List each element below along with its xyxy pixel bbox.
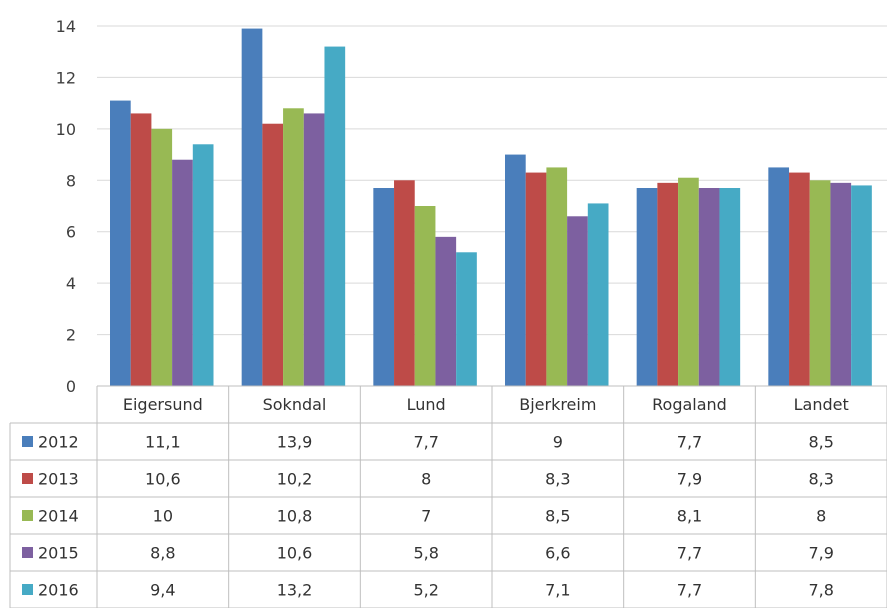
category-label: Eigersund bbox=[123, 395, 203, 414]
legend-label: 2012 bbox=[38, 433, 79, 452]
table-cell: 13,2 bbox=[277, 581, 313, 600]
table-cell: 10 bbox=[153, 507, 173, 526]
category-label: Sokndal bbox=[263, 395, 327, 414]
legend-key-2012 bbox=[22, 436, 33, 447]
table-cell: 7,1 bbox=[545, 581, 570, 600]
y-tick-label: 10 bbox=[56, 120, 76, 139]
bar-2016-bjerkreim bbox=[587, 203, 609, 386]
table-cell: 10,6 bbox=[145, 470, 181, 489]
table-cell: 5,8 bbox=[413, 544, 438, 563]
bar-2013-rogaland bbox=[657, 182, 679, 386]
table-cell: 7,7 bbox=[413, 433, 438, 452]
legend-key-2016 bbox=[22, 584, 33, 595]
y-tick-label: 6 bbox=[66, 223, 76, 242]
bar-2013-landet bbox=[789, 172, 810, 386]
table-cell: 8,3 bbox=[545, 470, 570, 489]
category-label: Bjerkreim bbox=[519, 395, 596, 414]
legend-key-2015 bbox=[22, 547, 33, 558]
bar-2012-lund bbox=[373, 188, 395, 386]
bar-2016-landet bbox=[851, 185, 872, 386]
table-cell: 7,7 bbox=[677, 433, 702, 452]
bar-2015-eigersund bbox=[172, 159, 193, 386]
table-cell: 7,7 bbox=[677, 544, 702, 563]
bar-2016-eigersund bbox=[192, 144, 214, 386]
table-cell: 9 bbox=[553, 433, 563, 452]
legend-label: 2014 bbox=[38, 507, 79, 526]
table-cell: 11,1 bbox=[145, 433, 181, 452]
bar-2013-lund bbox=[394, 180, 415, 386]
table-cell: 9,4 bbox=[150, 581, 175, 600]
table-cell: 5,2 bbox=[413, 581, 438, 600]
bar-2012-bjerkreim bbox=[505, 154, 526, 386]
bar-2015-rogaland bbox=[698, 188, 720, 386]
bar-2014-rogaland bbox=[678, 177, 699, 386]
bar-2014-eigersund bbox=[151, 128, 173, 386]
table-cell: 10,2 bbox=[277, 470, 313, 489]
bar-2014-landet bbox=[809, 180, 831, 386]
data-table: Eigersund Sokndal Lund Bjerkreim Rogaland Lan… bbox=[9, 385, 887, 608]
bar-2012-eigersund bbox=[110, 100, 131, 387]
category-label: Rogaland bbox=[652, 395, 727, 414]
bar-2012-sokndal bbox=[241, 28, 263, 386]
bar-2015-sokndal bbox=[303, 113, 325, 386]
legend-label: 2013 bbox=[38, 470, 79, 489]
bar-2013-bjerkreim bbox=[525, 172, 547, 386]
bar-2015-bjerkreim bbox=[567, 216, 588, 386]
legend-label: 2015 bbox=[38, 544, 79, 563]
table-cell: 7,7 bbox=[677, 581, 702, 600]
y-tick-label: 0 bbox=[66, 377, 76, 396]
table-cell: 8,5 bbox=[545, 507, 570, 526]
table-cell: 7,9 bbox=[808, 544, 833, 563]
bar-2016-sokndal bbox=[324, 46, 346, 386]
bars bbox=[110, 28, 872, 387]
bar-2016-lund bbox=[456, 252, 477, 386]
table-cell: 7,9 bbox=[677, 470, 702, 489]
table-cell: 8,1 bbox=[677, 507, 702, 526]
table-cell: 8 bbox=[421, 470, 431, 489]
legend-key-2013 bbox=[22, 473, 33, 484]
y-axis-ticks: 0 2 4 6 8 10 12 14 bbox=[56, 17, 76, 396]
table-cell: 10,6 bbox=[277, 544, 313, 563]
bar-2013-eigersund bbox=[130, 113, 152, 386]
bar-2012-rogaland bbox=[636, 188, 658, 386]
bar-2014-sokndal bbox=[283, 108, 304, 387]
legend-key-2014 bbox=[22, 510, 33, 521]
category-label: Landet bbox=[794, 395, 849, 414]
y-tick-label: 14 bbox=[56, 17, 76, 36]
table-cell: 8,8 bbox=[150, 544, 175, 563]
bar-2015-lund bbox=[435, 236, 457, 386]
bar-2014-lund bbox=[414, 206, 436, 386]
bar-2015-landet bbox=[830, 182, 852, 386]
legend-label: 2016 bbox=[38, 581, 79, 600]
category-label: Lund bbox=[407, 395, 446, 414]
table-cell: 8 bbox=[816, 507, 826, 526]
gridlines bbox=[97, 25, 887, 336]
table-cell: 8,5 bbox=[808, 433, 833, 452]
table-cell: 7 bbox=[421, 507, 431, 526]
table-cell: 6,6 bbox=[545, 544, 570, 563]
bar-2016-rogaland bbox=[719, 188, 741, 386]
y-tick-label: 4 bbox=[66, 274, 76, 293]
bar-2013-sokndal bbox=[262, 123, 284, 386]
table-cell: 10,8 bbox=[277, 507, 313, 526]
table-cell: 8,3 bbox=[808, 470, 833, 489]
y-tick-label: 8 bbox=[66, 171, 76, 190]
y-tick-label: 12 bbox=[56, 68, 76, 87]
bar-2012-landet bbox=[768, 167, 790, 386]
bar-2014-bjerkreim bbox=[546, 167, 568, 386]
table-cell: 7,8 bbox=[808, 581, 833, 600]
y-tick-label: 2 bbox=[66, 326, 76, 345]
table-cell: 13,9 bbox=[277, 433, 313, 452]
